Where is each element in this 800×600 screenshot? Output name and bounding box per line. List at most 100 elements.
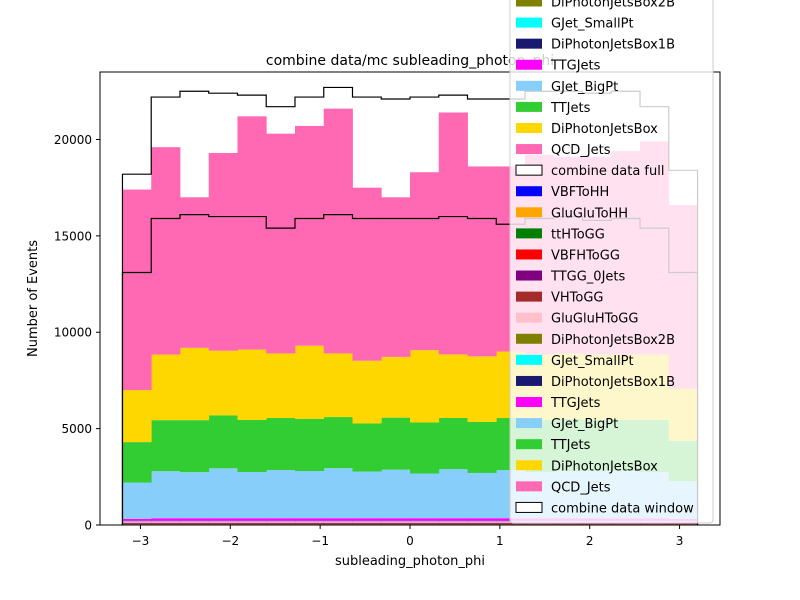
bar-qcd-jets-1 (151, 147, 181, 355)
legend-swatch-20 (516, 418, 542, 429)
legend-label-7: QCD_Jets (551, 143, 611, 158)
bar-ttgjets-4 (237, 518, 267, 521)
bar-ttjets-8 (352, 423, 382, 472)
bar-diphotonjetsbox-1 (151, 354, 181, 421)
bar-ttjets-6 (294, 418, 325, 472)
bar-glugluhtogg-3 (208, 521, 238, 523)
legend-swatch-3 (516, 59, 542, 70)
legend-label-3: TTGJets (550, 59, 601, 74)
bar-qcd-jets-0 (122, 189, 152, 391)
bar-ttgjets-6 (294, 518, 325, 521)
legend-label-22: DiPhotonJetsBox (551, 459, 658, 474)
bar-ttjets-0 (122, 442, 152, 483)
legend-swatch-14 (516, 291, 542, 302)
legend-label-13: TTGG_0Jets (550, 270, 626, 285)
legend-swatch-24 (515, 501, 543, 513)
bar-diphotonjetsbox-11 (438, 354, 468, 419)
bar-ttgjets-11 (438, 518, 468, 521)
bar-gjet-bigpt-11 (438, 469, 468, 519)
legend-label-14: VHToGG (551, 291, 604, 306)
x-tick-label-5: 2 (586, 534, 594, 548)
bar-glugluhtogg-5 (266, 521, 296, 523)
legend-label-1: GJet_SmallPt (551, 17, 634, 32)
legend-label-2: DiPhotonJetsBox1B (551, 38, 675, 53)
bar-diphotonjetsbox-4 (237, 349, 267, 420)
bar-glugluhtogg-2 (179, 521, 210, 523)
bar-ttjets-3 (208, 415, 238, 469)
bar-ttgg-0jets-10 (410, 523, 440, 524)
bar-ttjets-5 (266, 418, 296, 471)
bar-diphotonjetsbox-6 (294, 345, 325, 419)
x-tick-label-3: 0 (406, 534, 414, 548)
bar-glugluhtogg-9 (381, 521, 411, 523)
bar-glugluhtogg-12 (467, 521, 497, 523)
bar-glugluhtogg-8 (352, 521, 382, 523)
bar-glugluhtogg-0 (122, 521, 152, 523)
bar-gjet-bigpt-1 (151, 471, 181, 519)
legend-label-15: GluGluHToGG (551, 312, 638, 327)
legend-label-16: DiPhotonJetsBox2B (551, 333, 675, 348)
legend-swatch-13 (516, 270, 542, 281)
bar-glugluhtogg-1 (151, 521, 181, 523)
legend-swatch-2 (516, 38, 542, 49)
bar-glugluhtogg-4 (237, 521, 267, 523)
bar-ttgjets-12 (467, 518, 497, 521)
legend-swatch-9 (516, 186, 542, 197)
bar-gjet-bigpt-0 (122, 482, 152, 519)
x-tick-label-6: 3 (676, 534, 684, 548)
legend-swatch-21 (516, 439, 542, 450)
x-axis-ticks: −3 −2 −1 0 1 2 3 (132, 525, 684, 548)
legend-label-11: ttHToGG (551, 227, 605, 242)
bar-ttgg-0jets-12 (467, 523, 497, 524)
legend-label-8: combine data full (551, 164, 664, 179)
bar-diphotonjetsbox-7 (323, 353, 353, 418)
bar-qcd-jets-5 (266, 133, 296, 354)
y-axis-ticks: 0 5000 10000 15000 20000 (54, 133, 100, 533)
legend-swatch-5 (516, 101, 542, 112)
bar-qcd-jets-12 (467, 166, 497, 357)
bar-ttgjets-7 (323, 518, 353, 521)
bar-glugluhtogg-11 (438, 521, 468, 523)
legend-swatch-16 (516, 333, 542, 344)
legend-label-23: QCD_Jets (551, 480, 611, 495)
bar-qcd-jets-2 (179, 197, 210, 348)
bar-diphotonjetsbox-5 (266, 353, 296, 419)
bar-gjet-bigpt-12 (467, 472, 497, 519)
legend-label-24: combine data window (551, 501, 694, 516)
bar-glugluhtogg-10 (410, 521, 440, 523)
bar-gjet-bigpt-7 (323, 468, 353, 519)
bar-ttgjets-9 (381, 518, 411, 521)
legend: DiPhotonJetsBox2B GJet_SmallPt DiPhotonJet… (509, 0, 714, 524)
bar-ttgjets-3 (208, 518, 238, 521)
bar-ttgjets-2 (179, 518, 210, 521)
legend-swatch-19 (516, 397, 542, 408)
legend-swatch-0 (516, 0, 542, 7)
bar-qcd-jets-6 (294, 125, 325, 346)
bar-ttjets-9 (381, 417, 411, 470)
legend-label-6: DiPhotonJetsBox (551, 122, 658, 137)
bar-gjet-bigpt-2 (179, 472, 210, 519)
legend-label-17: GJet_SmallPt (551, 354, 634, 369)
legend-label-0: DiPhotonJetsBox2B (551, 0, 675, 11)
y-tick-label-0: 0 (84, 519, 92, 533)
bar-qcd-jets-7 (323, 108, 353, 354)
legend-swatch-11 (516, 228, 542, 239)
bar-ttgg-0jets-4 (237, 523, 267, 524)
bar-glugluhtogg-7 (323, 521, 353, 523)
bar-ttgjets-0 (122, 518, 152, 521)
bar-qcd-jets-4 (237, 116, 267, 350)
bar-diphotonjetsbox-12 (467, 356, 497, 422)
bar-ttgjets-8 (352, 518, 382, 521)
bar-ttgg-0jets-5 (266, 523, 296, 524)
bar-ttjets-12 (467, 421, 497, 473)
legend-label-19: TTGJets (550, 396, 601, 411)
legend-box (509, 0, 714, 524)
legend-label-21: TTJets (550, 438, 591, 453)
y-tick-label-2: 10000 (54, 326, 92, 340)
bar-qcd-jets-10 (410, 172, 440, 351)
legend-label-4: GJet_BigPt (551, 80, 618, 95)
bar-diphotonjetsbox-2 (179, 347, 210, 421)
bar-qcd-jets-11 (438, 112, 468, 355)
bar-gjet-bigpt-6 (294, 471, 325, 519)
